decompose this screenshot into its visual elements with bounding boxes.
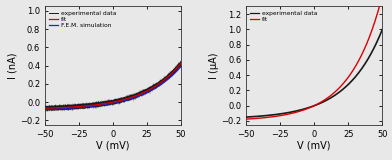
- X-axis label: V (mV): V (mV): [96, 140, 130, 150]
- experimental data: [244, 116, 249, 118]
- F.E.M. simulation: [78, 106, 82, 108]
- F.E.M. simulation: [67, 107, 71, 109]
- fit: [78, 105, 82, 107]
- Line: experimental data: experimental data: [246, 30, 382, 117]
- Line: fit: fit: [45, 63, 181, 108]
- fit: [104, 102, 109, 104]
- F.E.M. simulation: [43, 108, 47, 110]
- F.E.M. simulation: [104, 103, 109, 105]
- fit: [244, 118, 249, 120]
- experimental data: [324, 99, 329, 101]
- Y-axis label: I (nA): I (nA): [7, 52, 17, 79]
- fit: [134, 95, 138, 97]
- fit: [305, 108, 310, 109]
- experimental data: [268, 114, 273, 116]
- fit: [324, 98, 329, 100]
- F.E.M. simulation: [179, 66, 183, 68]
- Line: fit: fit: [246, 0, 382, 119]
- fit: [335, 89, 339, 91]
- F.E.M. simulation: [145, 91, 150, 93]
- Y-axis label: I (μA): I (μA): [209, 52, 218, 79]
- F.E.M. simulation: [134, 96, 138, 98]
- fit: [43, 107, 47, 109]
- fit: [346, 76, 351, 78]
- fit: [279, 115, 283, 116]
- experimental data: [346, 83, 351, 85]
- Legend: experimental data, fit, F.E.M. simulation: experimental data, fit, F.E.M. simulatio…: [48, 9, 117, 29]
- fit: [123, 98, 127, 100]
- Legend: experimental data, fit: experimental data, fit: [249, 9, 318, 23]
- fit: [145, 90, 150, 92]
- fit: [268, 116, 273, 118]
- fit: [179, 62, 183, 64]
- experimental data: [305, 107, 310, 109]
- fit: [67, 106, 71, 108]
- F.E.M. simulation: [123, 99, 127, 101]
- Line: F.E.M. simulation: F.E.M. simulation: [45, 67, 181, 109]
- experimental data: [279, 113, 283, 115]
- experimental data: [335, 93, 339, 95]
- X-axis label: V (mV): V (mV): [298, 140, 331, 150]
- experimental data: [380, 29, 385, 31]
